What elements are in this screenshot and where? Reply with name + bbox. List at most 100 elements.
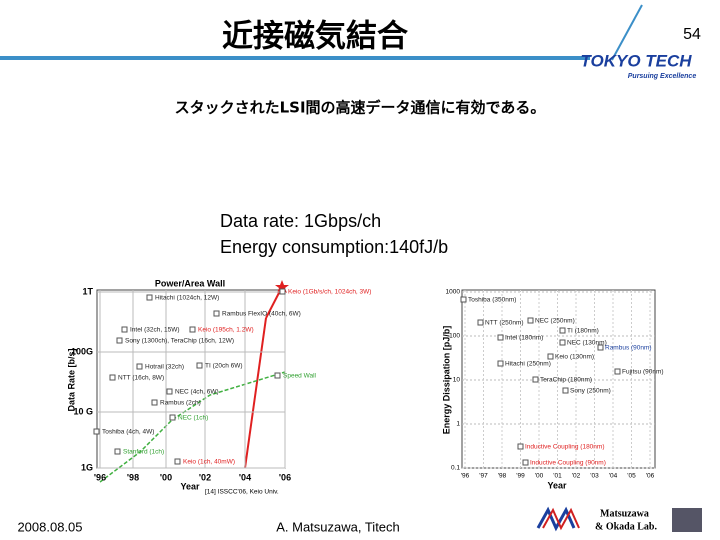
y-tick-label: 1000 xyxy=(446,289,461,296)
y-tick-label: 10 G xyxy=(73,406,93,416)
marker xyxy=(527,317,534,324)
annotation: Intel (32ch, 15W) xyxy=(130,327,180,334)
marker xyxy=(136,363,143,370)
x-tick-label: '98 xyxy=(498,473,507,480)
marker xyxy=(597,344,604,351)
marker xyxy=(93,428,100,435)
annotation: Inductive Coupling (90nm) xyxy=(530,460,606,467)
x-tick-label: '05 xyxy=(627,473,636,480)
trend-line xyxy=(244,317,267,469)
logo: TOKYO TECH xyxy=(580,51,692,70)
x-axis-label: Year xyxy=(180,481,200,491)
marker xyxy=(146,294,153,301)
marker xyxy=(116,337,123,344)
annotation: TI (20ch 6W) xyxy=(205,363,243,370)
marker xyxy=(562,387,569,394)
marker xyxy=(114,448,121,455)
marker xyxy=(189,326,196,333)
annotation: Rambus (2ch) xyxy=(160,400,201,407)
marker xyxy=(497,360,504,367)
annotation: Fujitsu (90nm) xyxy=(622,369,664,376)
annotation: Hitachi (250nm) xyxy=(505,361,551,368)
x-tick-label: '03 xyxy=(590,473,599,480)
annotation: Keio (130nm) xyxy=(555,354,594,361)
marker xyxy=(460,296,467,303)
x-tick-label: '00 xyxy=(535,473,544,480)
annotation: NEC (250nm) xyxy=(535,318,575,325)
marker xyxy=(151,399,158,406)
x-tick-label: '96 xyxy=(461,473,470,480)
y-tick-label: 1G xyxy=(81,462,93,472)
lab-logo: Matsuzawa xyxy=(600,508,649,519)
annotation: NTT (250nm) xyxy=(485,320,524,327)
annotation: Intel (180nm) xyxy=(505,335,543,342)
annotation: Keio (195ch, 1.2W) xyxy=(198,327,254,334)
body-line: Data rate: 1Gbps/ch xyxy=(220,211,381,231)
subtitle: スタックされたLSI間の高速データ通信に有効である。 xyxy=(175,99,546,117)
x-tick-label: '06 xyxy=(279,472,291,482)
x-tick-label: '97 xyxy=(479,473,488,480)
y-tick-label: 1 xyxy=(456,421,460,428)
page-number: 54 xyxy=(683,26,701,43)
y-axis-label: Data Rate [b/s] xyxy=(66,348,76,411)
marker xyxy=(169,414,176,421)
annotation: NEC (4ch, 6W) xyxy=(175,389,219,396)
x-tick-label: '04 xyxy=(239,472,251,482)
speed-wall xyxy=(99,371,286,483)
x-axis-label: Year xyxy=(547,480,567,490)
marker xyxy=(547,353,554,360)
annotation: TeraChip (180nm) xyxy=(540,377,592,384)
annotation: Hitachi (1024ch, 12W) xyxy=(155,295,219,302)
marker xyxy=(614,368,621,375)
annotation: NTT (16ch, 8W) xyxy=(118,375,164,382)
y-axis-label: Energy Dissipation [pJ/b] xyxy=(441,326,451,435)
lab-logo-mark xyxy=(542,507,580,531)
marker xyxy=(196,362,203,369)
annotation: TI (180nm) xyxy=(567,328,599,335)
annotation: NEC (130nm) xyxy=(567,340,607,347)
lab-logo: & Okada Lab. xyxy=(595,521,657,532)
marker xyxy=(109,374,116,381)
marker xyxy=(517,443,524,450)
logo-tagline: Pursuing Excellence xyxy=(628,73,697,80)
marker xyxy=(477,319,484,326)
title: 近接磁気結合 xyxy=(222,19,408,55)
annotation: Speed Wall xyxy=(283,373,317,380)
annotation: Keio (1Gb/s/ch, 1024ch, 3W) xyxy=(288,289,371,296)
marker xyxy=(559,339,566,346)
citation: [14] ISSCC'06, Keio Univ. xyxy=(205,489,279,496)
marker xyxy=(274,372,281,379)
marker xyxy=(166,388,173,395)
y-tick-label: 10 xyxy=(453,377,461,384)
x-tick-label: '99 xyxy=(516,473,525,480)
x-tick-label: '98 xyxy=(127,472,139,482)
marker xyxy=(559,327,566,334)
building-icon xyxy=(672,508,702,532)
x-tick-label: '02 xyxy=(572,473,581,480)
annotation: Sony (250nm) xyxy=(570,388,611,395)
x-tick-label: '02 xyxy=(199,472,211,482)
annotation: Sony (1300ch), TeraChip (16ch, 12W) xyxy=(125,338,234,345)
y-tick-label: 100 xyxy=(449,333,460,340)
annotation: Toshiba (350nm) xyxy=(468,297,516,304)
x-tick-label: '96 xyxy=(94,472,106,482)
annotation: NEC (1ch) xyxy=(178,415,208,422)
y-tick-label: 0.1 xyxy=(451,465,460,472)
marker xyxy=(279,288,286,295)
y-tick-label: 1T xyxy=(82,286,93,296)
annotation: Inductive Coupling (180nm) xyxy=(525,444,605,451)
figure-title: Power/Area Wall xyxy=(155,278,225,288)
footer-author: A. Matsuzawa, Titech xyxy=(276,519,400,534)
annotation: Rambus (90nm) xyxy=(605,345,652,352)
header-slash xyxy=(611,4,643,61)
body-line: Energy consumption:140fJ/b xyxy=(220,237,448,257)
marker xyxy=(174,458,181,465)
x-tick-label: '01 xyxy=(553,473,562,480)
x-tick-label: '04 xyxy=(609,473,618,480)
marker xyxy=(532,376,539,383)
annotation: Rambus FlexIO (40ch, 6W) xyxy=(222,311,301,318)
annotation: Stanford (1ch) xyxy=(123,449,164,456)
marker xyxy=(213,310,220,317)
y-tick-label: 100G xyxy=(71,346,93,356)
